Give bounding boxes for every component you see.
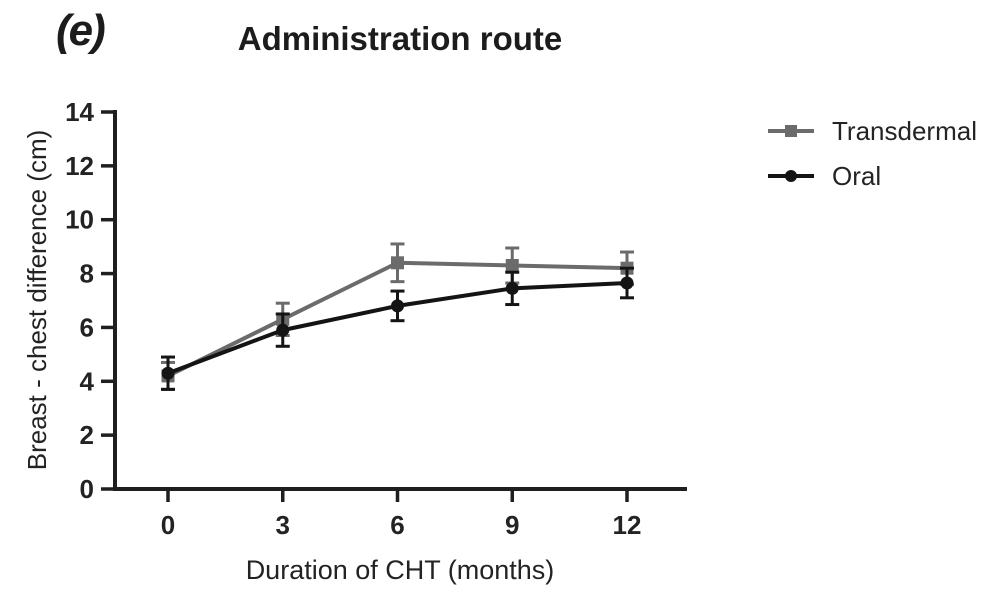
marker-square: [505, 258, 519, 272]
legend: Transdermal Oral: [768, 114, 977, 193]
marker-circle: [620, 276, 634, 290]
y-tick-label: 0: [80, 474, 94, 504]
y-tick-label: 2: [80, 420, 94, 450]
chart-title: Administration route: [237, 20, 563, 57]
marker-square: [391, 256, 404, 270]
legend-label: Transdermal: [832, 115, 977, 146]
y-axis: 0 2 4 6 8 10 12 14 Breast - chest difference (cm…: [22, 97, 117, 504]
x-axis-label: Duration of CHT (months): [246, 555, 555, 585]
y-tick-label: 10: [65, 205, 94, 235]
marker-circle: [505, 281, 519, 295]
legend-item-transdermal: Transdermal: [768, 114, 977, 148]
series-oral: [161, 266, 634, 391]
y-tick-label: 14: [65, 97, 94, 127]
legend-circle-marker-icon: [768, 168, 814, 184]
marker-circle: [391, 299, 404, 313]
x-tick-label: 12: [613, 510, 642, 540]
x-axis: 0 3 6 9 12 Duration of CHT (months): [113, 487, 687, 585]
x-tick-label: 0: [161, 510, 175, 540]
x-tick-label: 9: [505, 510, 519, 540]
legend-square-marker-icon: [768, 123, 814, 139]
x-tick-label: 6: [390, 510, 404, 540]
y-tick-label: 6: [80, 312, 94, 342]
x-tick-label: 3: [276, 510, 290, 540]
marker-circle: [161, 366, 175, 380]
legend-label: Oral: [832, 160, 882, 191]
y-tick-label: 12: [65, 151, 94, 181]
panel-label: (e): [56, 6, 106, 55]
marker-circle: [276, 323, 290, 337]
y-tick-label: 4: [80, 366, 95, 396]
y-tick-label: 8: [80, 259, 94, 289]
y-axis-label: Breast - chest difference (cm): [22, 130, 52, 471]
legend-item-oral: Oral: [768, 159, 977, 193]
